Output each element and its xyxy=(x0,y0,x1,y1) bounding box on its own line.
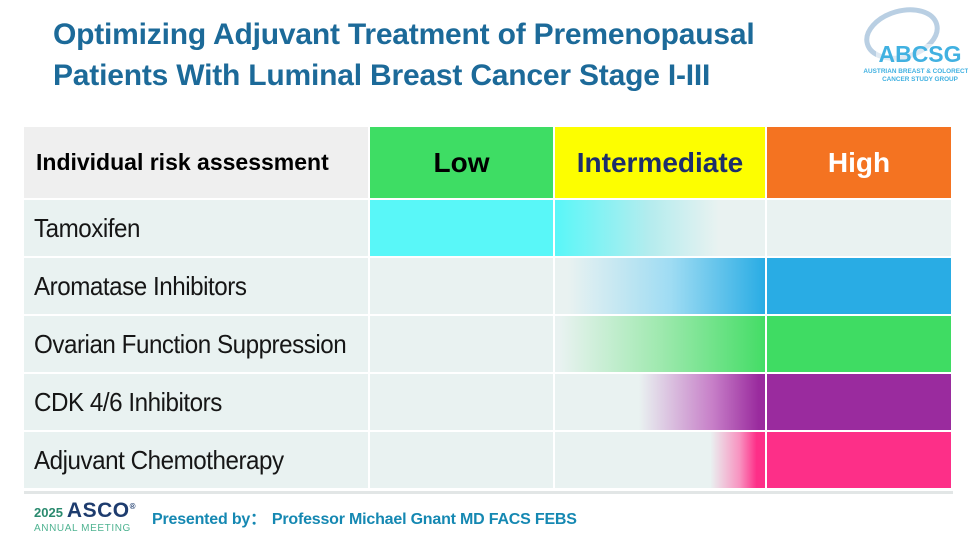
row-label-text: Aromatase Inhibitors xyxy=(34,270,247,301)
presenter-name: Professor Michael Gnant MD FACS FEBS xyxy=(271,511,577,528)
cell-aromatase-low xyxy=(370,258,553,314)
cell-chemo-high xyxy=(767,432,951,488)
table-row-label-ovarian-function-suppression: Ovarian Function Suppression xyxy=(24,316,368,372)
cell-cdk46-intermediate xyxy=(555,374,765,430)
cell-ofs-high xyxy=(767,316,951,372)
table-row-label-adjuvant-chemotherapy: Adjuvant Chemotherapy xyxy=(24,432,368,488)
cell-tamoxifen-intermediate xyxy=(555,200,765,256)
abcsg-subtitle-line2-text: CANCER STUDY GROUP xyxy=(882,76,959,83)
presented-by: Presented by： Professor Michael Gnant MD … xyxy=(152,505,577,529)
asco-year: 2025 xyxy=(34,505,63,520)
asco-annual-meeting-logo: 2025 ASCO® ANNUAL MEETING xyxy=(34,499,144,534)
slide-title: Optimizing Adjuvant Treatment of Premeno… xyxy=(53,14,863,96)
cell-ofs-low xyxy=(370,316,553,372)
cell-tamoxifen-low xyxy=(370,200,553,256)
cell-tamoxifen-high xyxy=(767,200,951,256)
cell-chemo-intermediate xyxy=(555,432,765,488)
slide-title-line2: Patients With Luminal Breast Cancer Stag… xyxy=(53,59,711,92)
cell-ofs-intermediate xyxy=(555,316,765,372)
table-row-label-cdk46-inhibitors: CDK 4/6 Inhibitors xyxy=(24,374,368,430)
abcsg-swirl-icon: ABCSG AUSTRIAN BREAST & COLORECTAL CANCE… xyxy=(863,7,972,86)
abcsg-subtitle-line1-text: AUSTRIAN BREAST & COLORECTAL xyxy=(863,68,968,75)
table-bottom-shadow xyxy=(24,491,953,494)
abcsg-logo: ABCSG AUSTRIAN BREAST & COLORECTAL CANCE… xyxy=(850,4,972,104)
row-label-text: CDK 4/6 Inhibitors xyxy=(34,386,222,417)
risk-assessment-table: Individual risk assessment Low Intermedi… xyxy=(24,127,951,488)
cell-aromatase-high xyxy=(767,258,951,314)
table-header-intermediate: Intermediate xyxy=(555,127,765,198)
row-label-text: Ovarian Function Suppression xyxy=(34,328,347,359)
cell-chemo-low xyxy=(370,432,553,488)
asco-logo-top: 2025 ASCO® xyxy=(34,499,144,523)
cell-cdk46-high xyxy=(767,374,951,430)
table-header-low: Low xyxy=(370,127,553,198)
table-header-high: High xyxy=(767,127,951,198)
row-label-text: Adjuvant Chemotherapy xyxy=(34,444,284,475)
cell-cdk46-low xyxy=(370,374,553,430)
presented-by-label: Presented by： xyxy=(152,511,266,528)
cell-aromatase-intermediate xyxy=(555,258,765,314)
abcsg-acronym-text: ABCSG xyxy=(878,41,961,67)
asco-subtitle: ANNUAL MEETING xyxy=(34,523,131,534)
row-label-text: Tamoxifen xyxy=(34,212,141,243)
table-header-label: Individual risk assessment xyxy=(24,127,368,198)
slide-title-line1: Optimizing Adjuvant Treatment of Premeno… xyxy=(53,18,755,51)
table-row-label-aromatase-inhibitors: Aromatase Inhibitors xyxy=(24,258,368,314)
asco-registered-mark: ® xyxy=(129,502,137,511)
table-row-label-tamoxifen: Tamoxifen xyxy=(24,200,368,256)
asco-name: ASCO® xyxy=(66,499,137,522)
